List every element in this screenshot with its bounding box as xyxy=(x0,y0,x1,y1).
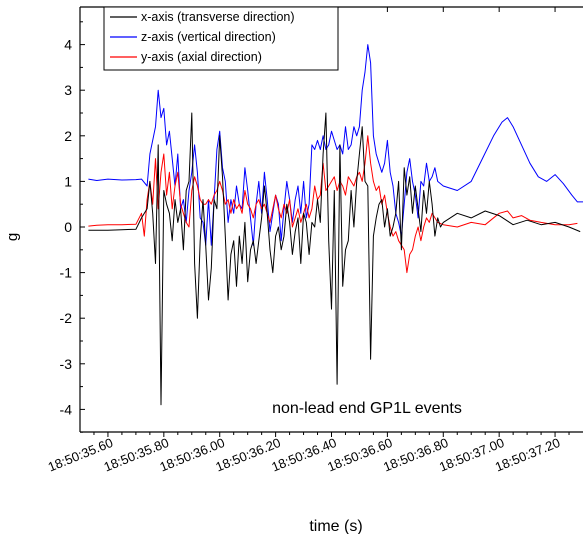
legend-label: y-axis (axial direction) xyxy=(141,50,262,64)
y-tick-label: -2 xyxy=(60,310,73,326)
y-axis-label: g xyxy=(4,233,21,241)
y-tick-label: 4 xyxy=(64,37,72,53)
series-line-0 xyxy=(88,112,581,406)
plot-frame xyxy=(79,6,583,433)
x-tick-label: 18:50:37.20 xyxy=(493,435,562,475)
y-tick-label: -1 xyxy=(60,265,73,281)
y-tick-label: -3 xyxy=(60,356,73,372)
annotation-text: non-lead end GP1L events xyxy=(272,400,462,417)
y-tick-label: 1 xyxy=(64,173,72,189)
legend-box xyxy=(103,6,339,71)
y-tick-label: -4 xyxy=(60,401,73,417)
x-axis-label: time (s) xyxy=(309,518,362,534)
legend: x-axis (transverse direction) z-axis (ver… xyxy=(103,6,339,71)
legend-label: z-axis (vertical direction) xyxy=(141,30,276,44)
y-tick-label: 3 xyxy=(64,82,72,98)
y-tick-label: 2 xyxy=(64,128,72,144)
series-line-1 xyxy=(88,44,583,246)
legend-label: x-axis (transverse direction) xyxy=(141,10,295,24)
series-layer xyxy=(88,44,583,406)
y-tick-label: 0 xyxy=(64,219,72,235)
